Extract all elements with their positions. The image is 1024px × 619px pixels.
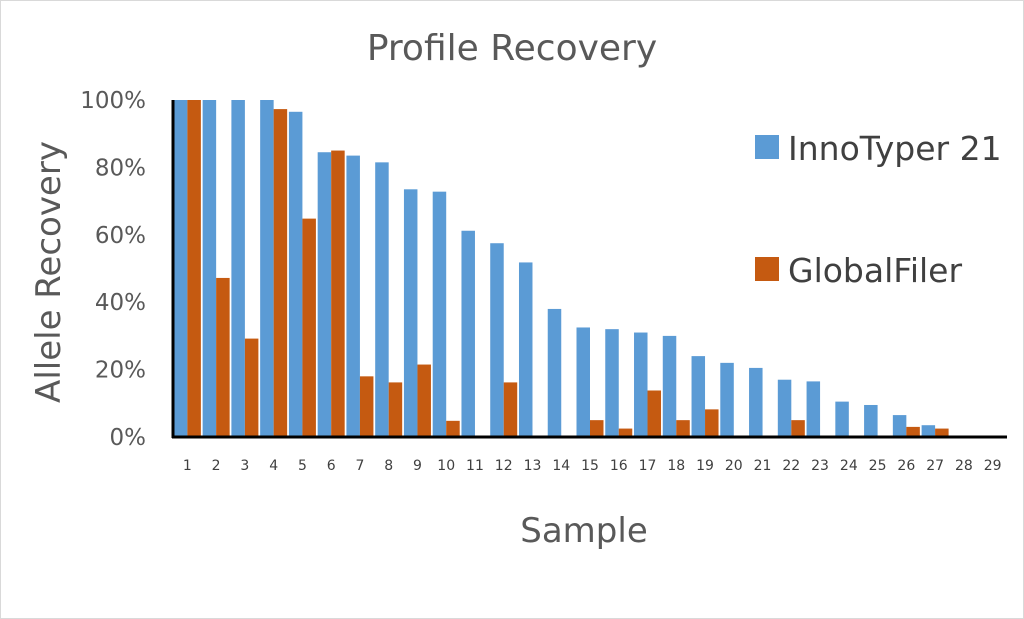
bar-innotyper-26: [892, 415, 907, 437]
bar-globalfiler-16: [618, 428, 633, 437]
bar-innotyper-16: [605, 329, 619, 437]
x-tick-label: 17: [639, 458, 657, 474]
bar-globalfiler-22: [791, 420, 805, 437]
bar-globalfiler-1: [187, 100, 201, 437]
bar-innotyper-6: [317, 152, 332, 438]
bar-globalfiler-12: [503, 382, 518, 437]
bar-globalfiler-7: [359, 376, 374, 437]
bar-globalfiler-26: [906, 426, 920, 437]
bar-innotyper-27: [921, 425, 936, 437]
bar-innotyper-21: [749, 367, 763, 437]
x-tick-label: 12: [495, 458, 513, 474]
bar-innotyper-14: [547, 308, 562, 437]
x-tick-label: 6: [327, 458, 336, 474]
bar-globalfiler-10: [446, 420, 460, 437]
bar-globalfiler-18: [676, 420, 690, 437]
x-tick-label: 27: [926, 458, 944, 474]
x-tick-label: 28: [955, 458, 973, 474]
x-tick-label: 9: [413, 458, 422, 474]
legend-label: InnoTyper 21: [788, 129, 1002, 168]
bar-innotyper-1: [173, 100, 188, 437]
x-tick-label: 1: [183, 458, 192, 474]
x-tick-label: 14: [552, 458, 570, 474]
bars: [173, 100, 949, 438]
x-tick-label: 22: [782, 458, 800, 474]
bar-innotyper-5: [288, 111, 303, 438]
legend-label: GlobalFiler: [788, 251, 962, 290]
y-tick-label: 80%: [95, 155, 146, 181]
x-tick-label: 21: [754, 458, 772, 474]
x-tick-label: 24: [840, 458, 858, 474]
bar-innotyper-17: [634, 332, 648, 437]
bar-globalfiler-17: [647, 390, 662, 437]
bar-globalfiler-27: [935, 428, 949, 437]
y-tick-label: 60%: [95, 223, 146, 249]
x-tick-label: 13: [524, 458, 542, 474]
x-tick-label: 29: [984, 458, 1002, 474]
legend-swatch: [755, 135, 779, 159]
bar-innotyper-18: [662, 335, 677, 437]
chart-title: Profile Recovery: [367, 28, 657, 69]
legend: InnoTyper 21 GlobalFiler: [755, 129, 1002, 290]
y-tick-label: 100%: [80, 88, 146, 114]
bar-globalfiler-4: [273, 109, 288, 437]
bar-globalfiler-2: [216, 277, 230, 437]
x-tick-label: 26: [897, 458, 915, 474]
bar-innotyper-11: [461, 230, 475, 437]
bar-innotyper-23: [806, 381, 821, 437]
x-tick-label: 23: [811, 458, 829, 474]
bar-globalfiler-19: [705, 409, 719, 437]
x-tick-label: 25: [869, 458, 887, 474]
bar-innotyper-9: [403, 189, 418, 437]
x-tick-label: 5: [298, 458, 307, 474]
y-tick-label: 40%: [95, 290, 146, 316]
x-axis-title: Sample: [520, 511, 647, 551]
bar-innotyper-24: [835, 401, 849, 437]
bar-globalfiler-3: [244, 338, 259, 437]
bar-innotyper-25: [864, 404, 878, 437]
bar-globalfiler-15: [590, 420, 604, 437]
x-tick-label: 11: [466, 458, 484, 474]
bar-innotyper-7: [346, 155, 360, 438]
x-tick-label: 4: [269, 458, 278, 474]
x-tick-label: 10: [437, 458, 455, 474]
x-tick-label: 15: [581, 458, 599, 474]
bar-globalfiler-5: [302, 218, 316, 437]
bar-innotyper-19: [691, 356, 706, 437]
bar-innotyper-8: [375, 162, 389, 437]
bar-innotyper-15: [576, 327, 590, 437]
x-tick-label: 3: [240, 458, 249, 474]
x-tick-label: 18: [667, 458, 685, 474]
bar-innotyper-2: [202, 100, 217, 437]
x-tick-label: 16: [610, 458, 628, 474]
bar-innotyper-4: [260, 100, 274, 437]
bar-globalfiler-8: [388, 382, 403, 437]
axes: [171, 100, 1007, 439]
y-tick-label: 20%: [95, 358, 146, 384]
legend-swatch: [755, 257, 779, 281]
y-axis-ticks: 0% 20% 40% 60% 80% 100%: [80, 88, 146, 451]
bar-innotyper-22: [777, 379, 792, 437]
x-axis-ticks: 1 2 3 4 5 6 7 8 9 10 11 12 13 14 15 16 17 18 19 20 21 22 23 24 2…: [183, 458, 1002, 474]
y-tick-label: 0%: [110, 425, 147, 451]
bar-innotyper-13: [518, 262, 533, 437]
bar-globalfiler-6: [331, 150, 345, 438]
x-tick-label: 19: [696, 458, 714, 474]
x-tick-label: 2: [212, 458, 221, 474]
x-tick-label: 7: [355, 458, 364, 474]
y-axis-title: Allele Recovery: [29, 141, 69, 403]
bar-innotyper-10: [432, 191, 447, 437]
bar-innotyper-12: [490, 243, 504, 437]
x-tick-label: 8: [384, 458, 393, 474]
bar-globalfiler-9: [417, 364, 431, 437]
bar-innotyper-20: [720, 362, 734, 437]
x-tick-label: 20: [725, 458, 743, 474]
bar-innotyper-3: [231, 100, 245, 437]
